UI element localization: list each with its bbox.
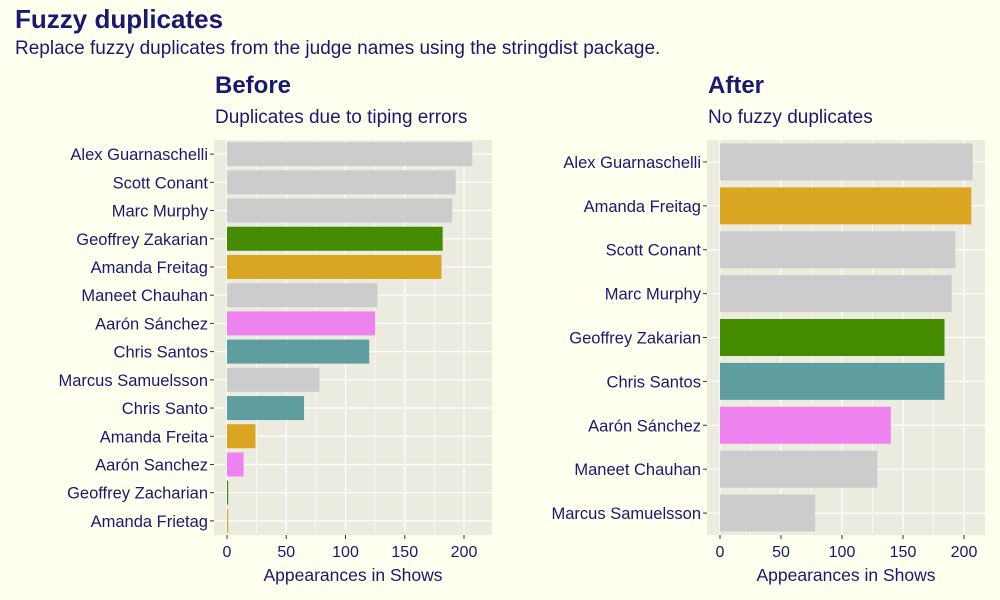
after-x-tick-label: 150 — [890, 544, 917, 561]
before-category-label: Geoffrey Zakarian — [76, 231, 208, 249]
before-category-label: Alex Guarnaschelli — [70, 146, 208, 164]
before-x-tick-label: 150 — [391, 544, 418, 561]
before-x-tick-label: 100 — [332, 544, 359, 561]
before-category-label: Geoffrey Zacharian — [67, 485, 208, 503]
after-x-tick-label: 100 — [829, 544, 856, 561]
before-x-axis-title: Appearances in Shows — [264, 565, 443, 585]
before-category-label: Scott Conant — [113, 174, 209, 192]
after-category-label: Marc Murphy — [605, 286, 702, 304]
after-bar — [720, 406, 891, 444]
after-x-tick-label: 0 — [716, 544, 725, 561]
after-panel-title: After — [708, 72, 765, 99]
before-category-label: Aarón Sánchez — [95, 315, 208, 333]
before-category-label: Aarón Sanchez — [95, 456, 208, 474]
after-x-axis-title: Appearances in Shows — [757, 565, 936, 585]
before-category-label: Amanda Freitag — [91, 259, 208, 277]
page-subtitle: Replace fuzzy duplicates from the judge … — [15, 38, 661, 59]
before-bar — [227, 226, 443, 251]
before-category-label: Maneet Chauhan — [81, 287, 208, 305]
after-bar — [720, 319, 945, 356]
after-category-label: Marcus Samuelsson — [552, 505, 701, 523]
after-x-tick-label: 200 — [951, 544, 978, 561]
before-bar — [227, 367, 320, 392]
before-category-label: Marc Murphy — [112, 203, 209, 221]
after-bar — [720, 494, 816, 532]
before-category-label: Amanda Frietag — [91, 513, 208, 531]
page-title: Fuzzy duplicates — [15, 4, 224, 34]
before-bar — [227, 480, 229, 505]
after-bar — [720, 450, 878, 488]
before-bar — [227, 142, 473, 167]
after-bar — [720, 143, 973, 181]
after-category-label: Aarón Sánchez — [588, 417, 701, 435]
after-bar — [720, 275, 952, 313]
before-bar — [227, 198, 453, 223]
before-bar — [227, 254, 442, 279]
before-panel-subtitle: Duplicates due to tiping errors — [215, 107, 468, 128]
before-bar — [227, 452, 244, 477]
after-panel-subtitle: No fuzzy duplicates — [708, 107, 873, 128]
before-category-label: Chris Santo — [122, 400, 208, 418]
after-category-label: Chris Santos — [607, 373, 701, 391]
before-category-label: Chris Santos — [114, 344, 208, 362]
after-category-label: Amanda Freitag — [584, 198, 701, 216]
after-category-label: Scott Conant — [606, 242, 702, 260]
after-bar — [720, 187, 972, 225]
before-x-tick-label: 0 — [223, 544, 232, 561]
before-bar — [227, 339, 370, 364]
before-bar — [227, 170, 456, 195]
before-bar — [227, 283, 378, 308]
before-panel-title: Before — [215, 72, 292, 99]
after-category-label: Geoffrey Zakarian — [569, 330, 701, 348]
after-bar — [720, 231, 956, 269]
before-category-label: Marcus Samuelsson — [59, 372, 208, 390]
after-category-label: Maneet Chauhan — [574, 461, 701, 479]
before-x-tick-label: 200 — [451, 544, 478, 561]
before-bar — [227, 396, 305, 421]
before-category-label: Amanda Freita — [100, 428, 209, 446]
before-bar — [227, 311, 376, 336]
before-bar — [227, 424, 256, 449]
after-x-tick-label: 50 — [772, 544, 790, 561]
before-x-tick-label: 50 — [277, 544, 295, 561]
after-category-label: Alex Guarnaschelli — [563, 154, 701, 172]
after-bar — [720, 362, 945, 400]
before-bar — [227, 508, 229, 533]
